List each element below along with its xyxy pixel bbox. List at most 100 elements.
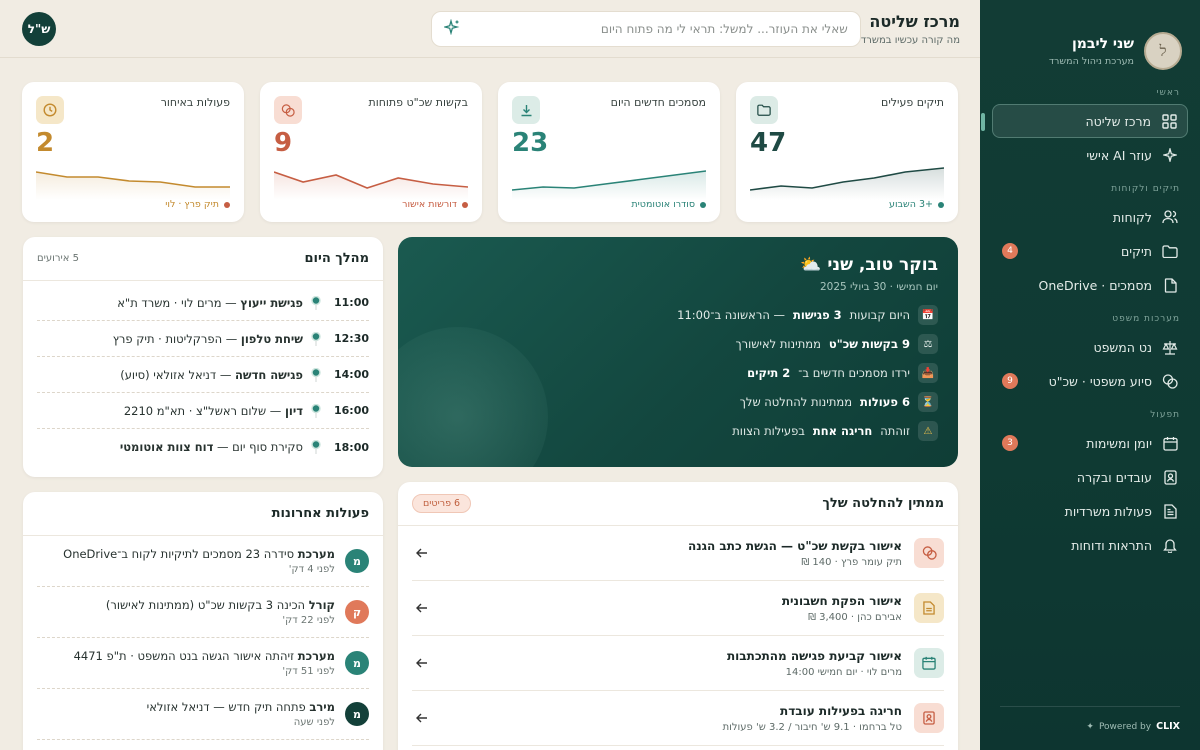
sidebar-item-alerts[interactable]: התראות ודוחות — [992, 528, 1188, 562]
legal-aid-count-badge: 9 — [1002, 373, 1018, 389]
arrow-left-icon[interactable] — [412, 598, 432, 618]
sidebar-item-office-ops[interactable]: פעולות משרדיות — [992, 494, 1188, 528]
greeting-panel: בוקר טוב, שני ⛅ יום חמישי · 30 ביולי 202… — [398, 237, 958, 467]
cases-count-badge: 4 — [1002, 243, 1018, 259]
sidebar-item-label: יומן ומשימות — [1086, 435, 1152, 451]
schedule-row[interactable]: 11:00 פגישת ייעוץ — מרים לוי · משרד ת"א — [37, 285, 369, 321]
avatar: מ — [345, 651, 369, 675]
greeting-line-meetings[interactable]: 📅 היום קבועות 3 פגישות — הראשונה ב־11:00 — [418, 305, 938, 325]
pending-item[interactable]: אישור בקשת שכ"ט — הגשת כתב הגנה תיק עומר … — [412, 526, 944, 581]
pending-count-badge: 6 פריטים — [412, 494, 472, 513]
sidebar-item-label: תיקים — [1121, 243, 1152, 259]
schedule-row[interactable]: 16:00 דיון — שלום ראשל"צ · תא"מ 2210 — [37, 393, 369, 429]
pending-item-subtitle: מרים לוי · יום חמישי 14:00 — [785, 666, 902, 678]
pending-item[interactable]: אישור הפקת חשבונית אבירם כהן · 3,400 ₪ — [412, 581, 944, 636]
warning-icon: ⚠ — [918, 421, 938, 441]
greeting-line-documents[interactable]: 📥 ירדו מסמכים חדשים ב־ 2 תיקים — [418, 363, 938, 383]
sidebar-item-cases[interactable]: תיקים 4 — [992, 234, 1188, 268]
stat-footnote: +3 השבוע — [889, 199, 944, 210]
download-icon — [512, 96, 540, 124]
section-label-ops: תפעול — [1150, 410, 1180, 420]
sidebar-item-legal-aid[interactable]: סיוע משפטי · שכ"ט 9 — [992, 364, 1188, 398]
sidebar-item-label: עוזר AI אישי — [1086, 147, 1152, 163]
stat-card-active-cases[interactable]: תיקים פעילים 47 +3 השבוע — [736, 82, 958, 222]
recent-action-row[interactable]: ק קורל הכינה 3 בקשות שכ"ט (ממתינות לאישו… — [37, 587, 369, 638]
brand: ל שני ליבמן מערכת ניהול המשרד — [980, 0, 1200, 80]
calendar-icon: 📅 — [918, 305, 938, 325]
folder-icon — [750, 96, 778, 124]
powered-by-text: Powered by — [1098, 721, 1152, 732]
sidebar-item-calendar[interactable]: יומן ומשימות 3 — [992, 426, 1188, 460]
event-text: דיון — שלום ראשל"צ · תא"מ 2210 — [123, 403, 303, 418]
page-subtitle: מה קורה עכשיו במשרד — [860, 34, 960, 46]
greeting-title: בוקר טוב, שני ⛅ — [800, 255, 938, 275]
pending-item[interactable]: אישור קביעת פגישה מהתכתבות מרים לוי · יום… — [412, 636, 944, 691]
hourglass-icon: ⏳ — [918, 392, 938, 412]
greeting-line-pending-actions[interactable]: ⏳ 6 פעולות ממתינות להחלטה שלך — [418, 392, 938, 412]
sidebar-item-clients[interactable]: לקוחות — [992, 200, 1188, 234]
pending-title: ממתין להחלטה שלך — [822, 496, 944, 511]
recent-action-time: לפני שעה — [293, 717, 335, 728]
user-avatar[interactable]: ש"ל — [22, 11, 56, 46]
bell-icon — [1162, 537, 1178, 553]
page-heading: מרכז שליטה מה קורה עכשיו במשרד — [861, 12, 960, 46]
pin-icon — [311, 440, 321, 454]
coins-icon — [274, 96, 302, 124]
pending-item[interactable]: חריגה בפעילות עובדת טל ברחמו · 9.1 ש' חיב… — [412, 691, 944, 746]
powered-by: ✦ Powered by CLIX — [1000, 706, 1180, 732]
users-icon — [1162, 209, 1178, 225]
stat-footnote: דורשות אישור — [402, 199, 468, 210]
sidebar-item-label: התראות ודוחות — [1071, 537, 1152, 553]
recent-action-row[interactable]: מ מערכת זיהתה אישור הגשה בנט המשפט · ת"פ… — [37, 638, 369, 689]
brand-logo: ל — [1144, 32, 1182, 70]
schedule-card: מהלך היום 5 אירועים 11:00 פגישת ייעוץ — … — [23, 237, 383, 477]
schedule-row[interactable]: 12:30 שיחת טלפון — הפרקליטות · תיק פרץ — [37, 321, 369, 357]
greeting-line-fee-requests[interactable]: ⚖ 9 בקשות שכ"ט ממתינות לאישורך — [418, 334, 938, 354]
section-label-cases: תיקים ולקוחות — [1111, 184, 1180, 194]
sidebar-item-netlaw[interactable]: נט המשפט — [992, 330, 1188, 364]
assistant-search-bar[interactable] — [430, 10, 861, 47]
calendar-count-badge: 3 — [1002, 435, 1018, 451]
sidebar: ל שני ליבמן מערכת ניהול המשרד ראשי מרכז … — [980, 0, 1200, 750]
sidebar-item-ai-assistant[interactable]: עוזר AI אישי — [992, 138, 1188, 172]
stat-card-new-documents[interactable]: מסמכים חדשים היום 23 סודרו אוטומטית — [498, 82, 720, 222]
recent-action-row[interactable]: מ מירב פתחה תיק חדש — דניאל אזולאי לפני ש… — [37, 689, 369, 740]
sidebar-item-workers[interactable]: עובדים ובקרה — [992, 460, 1188, 494]
event-time: 14:00 — [333, 368, 369, 381]
stat-label: פעולות באיחור — [160, 96, 230, 109]
sidebar-item-label: לקוחות — [1112, 209, 1152, 225]
brand-subtitle: מערכת ניהול המשרד — [1048, 55, 1134, 67]
arrow-left-icon[interactable] — [412, 708, 432, 728]
sidebar-item-documents[interactable]: מסמכים · OneDrive — [992, 268, 1188, 302]
recent-action-text: קורל הכינה 3 בקשות שכ"ט (ממתינות לאישור) — [105, 598, 335, 612]
stat-card-overdue-actions[interactable]: פעולות באיחור 2 תיק פרץ · לוי — [22, 82, 244, 222]
schedule-row[interactable]: 18:00 סקירת סוף יום — דוח צוות אוטומטי — [37, 429, 369, 465]
greeting-date: יום חמישי · 30 ביולי 2025 — [819, 281, 938, 293]
arrow-left-icon[interactable] — [412, 653, 432, 673]
sidebar-item-label: סיוע משפטי · שכ"ט — [1048, 373, 1152, 389]
stats-row: תיקים פעילים 47 +3 השבוע מסמכים חדשים הי… — [22, 82, 958, 222]
brand-name: שני ליבמן — [1071, 35, 1134, 52]
recent-action-row[interactable]: מ מערכת סידרה 23 מסמכים לתיקיות לקוח ב־O… — [37, 536, 369, 587]
pending-item-title: אישור בקשת שכ"ט — הגשת כתב הגנה — [687, 538, 902, 553]
sidebar-item-control-center[interactable]: מרכז שליטה — [981, 104, 1188, 138]
assistant-search-input[interactable] — [469, 21, 848, 36]
sparkle-small-icon: ✦ — [1086, 721, 1094, 732]
recent-action-time: לפני 51 דק' — [282, 666, 335, 677]
id-badge-icon — [914, 703, 944, 733]
greeting-line-anomaly[interactable]: ⚠ זוהתה חריגה אחת בפעילות הצוות — [418, 421, 938, 441]
main-content: מרכז שליטה מה קורה עכשיו במשרד ש"ל תיקים… — [0, 10, 980, 750]
sidebar-item-label: נט המשפט — [1093, 339, 1152, 355]
arrow-left-icon[interactable] — [412, 543, 432, 563]
event-time: 12:30 — [333, 332, 369, 345]
pending-item-title: אישור קביעת פגישה מהתכתבות — [726, 648, 902, 663]
recent-title: פעולות אחרונות — [271, 506, 369, 521]
schedule-row[interactable]: 14:00 פגישה חדשה — דניאל אזולאי (סיוע) — [37, 357, 369, 393]
clock-icon — [36, 96, 64, 124]
stat-value: 23 — [512, 128, 549, 158]
sparkle-icon[interactable] — [442, 18, 460, 38]
sidebar-item-label: עובדים ובקרה — [1076, 469, 1152, 485]
section-label-legal: מערכות משפט — [1112, 314, 1180, 324]
sun-cloud-icon: ⛅ — [800, 255, 822, 275]
stat-card-open-fee-requests[interactable]: בקשות שכ"ט פתוחות 9 דורשות אישור — [260, 82, 482, 222]
